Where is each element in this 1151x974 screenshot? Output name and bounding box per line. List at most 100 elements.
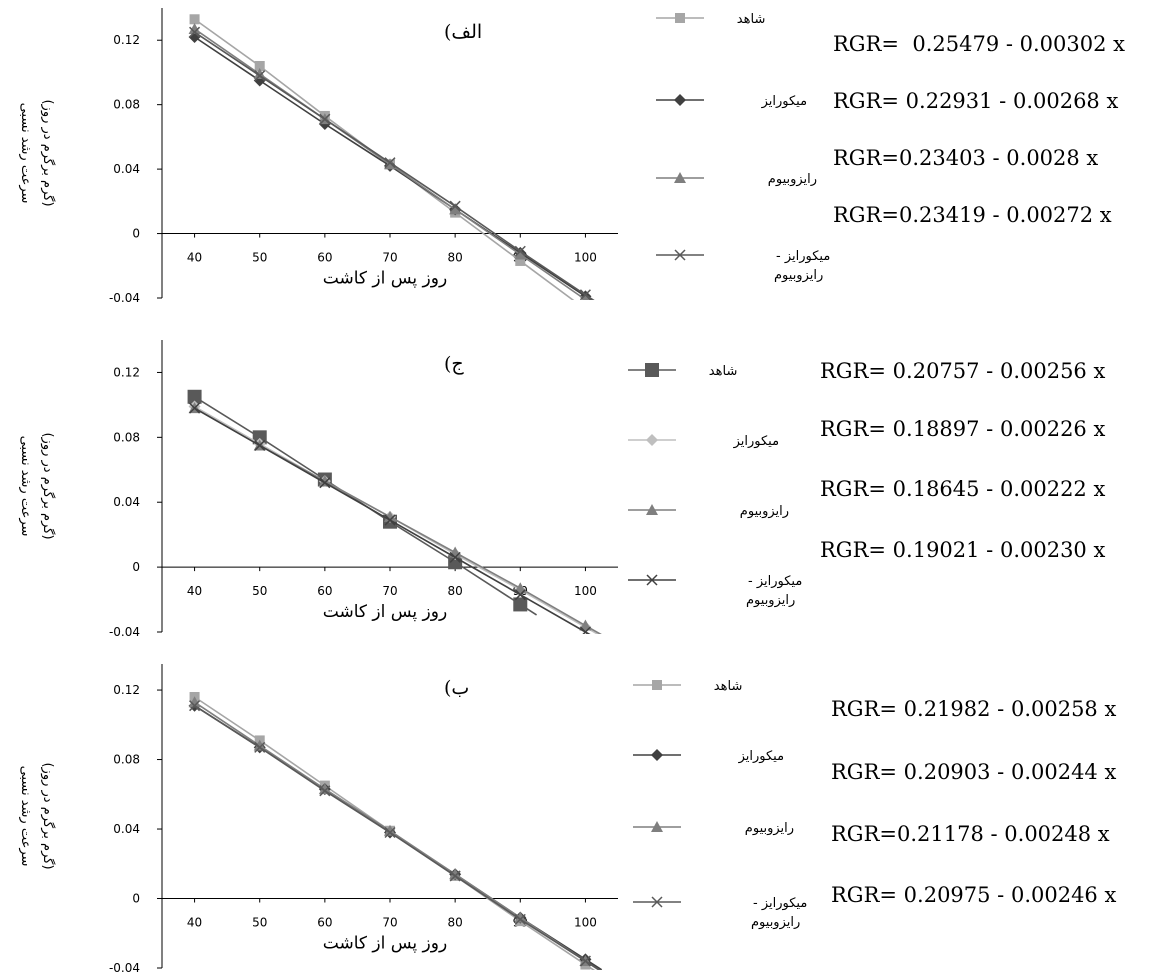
data-point [384,157,396,169]
series-line [194,28,588,300]
regression-equation: RGR= 0.18645 - 0.00222 x [820,477,1106,501]
y-tick-label: 0.08 [113,430,140,444]
data-point [449,551,461,563]
data-point [188,696,201,708]
data-point [514,589,526,601]
x-tick-label: 60 [317,251,332,265]
y-tick-label: 0.12 [113,683,140,697]
legend-marker [675,13,685,23]
data-point [513,597,528,612]
data-point [514,911,527,923]
x-tick-label: 40 [187,251,202,265]
data-point [384,514,396,526]
y-tick-label: 0.04 [113,822,140,836]
y-axis-label: سرعت رشد نسبی [18,766,33,867]
data-point [254,70,266,82]
legend-item: شاهد [656,12,765,27]
regression-equation: RGR= 0.20757 - 0.00256 x [820,359,1106,383]
series-x [189,700,601,970]
data-point [579,619,592,631]
data-point [254,61,265,71]
x-tick-label: 70 [382,251,397,265]
data-point [449,870,461,882]
data-point [189,14,200,25]
legend-label: میکورایز - [748,574,802,589]
legend-item: رایزوبیوم [633,821,794,836]
data-point [384,824,396,836]
legend-label: میکورایز - [753,896,807,911]
y-axis-label: (گرم برگرم در روز) [40,99,56,206]
legend-marker [674,94,686,106]
legend-marker [674,249,686,261]
legend-label: میکورایز [761,94,807,109]
legend-item: شاهد [633,679,742,694]
data-point [189,700,201,712]
x-tick-label: 50 [252,584,267,598]
y-tick-label: 0.12 [113,33,140,47]
x-tick-label: 100 [574,584,597,598]
data-point [319,477,331,489]
data-point [188,22,201,34]
data-point [254,439,266,451]
legend-marker [646,574,658,586]
x-tick-label: 40 [187,916,202,930]
y-tick-label: 0 [132,892,140,906]
x-tick-label: 100 [574,251,597,265]
x-tick-label: 100 [574,916,597,930]
series-line [194,705,601,970]
legend-item: شاهد [628,363,737,379]
x-tick-label: 50 [252,251,267,265]
data-point [514,248,527,260]
y-tick-label: 0.08 [113,98,140,112]
legend-item: میکورایز [628,434,779,449]
data-point [187,389,202,404]
x-tick-label: 70 [382,916,397,930]
regression-equation: RGR=0.21178 - 0.00248 x [831,822,1110,846]
y-tick-label: 0.08 [113,753,140,767]
data-point [189,402,201,414]
data-point [449,868,462,880]
series-line [194,31,595,300]
legend-marker [651,821,663,832]
legend-item: میکورایز [633,749,784,764]
y-tick-label: 0.04 [113,495,140,509]
regression-equation: RGR=0.23403 - 0.0028 x [833,146,1099,170]
series-line [194,407,591,634]
regression-equation: RGR= 0.25479 - 0.00302 x [833,32,1125,56]
legend-label: رایزوبیوم [740,504,789,519]
panel-label: (ب [444,677,469,699]
x-tick-label: 40 [187,584,202,598]
y-tick-label: 0 [132,560,140,574]
y-tick-label: -0.04 [109,291,140,305]
regression-equation: RGR= 0.22931 - 0.00268 x [833,89,1119,113]
data-point [449,203,462,215]
legend-item: میکورایز - رایزوبیوم [628,574,802,608]
series-triangle [188,696,601,970]
data-point [581,293,589,300]
legend-label: میکورایز [738,749,784,764]
y-tick-label: -0.04 [109,625,140,639]
legend-label: رایزوبیوم [745,821,794,836]
y-tick-label: 0.12 [113,365,140,379]
y-axis-label: (گرم برگرم در روز) [40,762,56,869]
legend-marker [652,680,662,690]
legend-label: شاهد [709,364,738,379]
series-x [189,26,595,300]
legend-label: رایزوبیوم [768,172,817,187]
y-tick-label: 0 [132,227,140,241]
regression-equation: RGR= 0.21982 - 0.00258 x [831,697,1117,721]
legend-label: میکورایز [733,434,779,449]
legend-marker [651,749,663,761]
legend-item: میکورایز - رایزوبیوم [633,896,807,930]
y-tick-label: 0.04 [113,162,140,176]
legend-label: رایزوبیوم [746,593,795,608]
y-axis-label: (گرم برگرم در روز) [40,432,56,539]
data-point [514,245,526,257]
legend-marker [646,504,658,515]
data-point [319,113,331,125]
regression-equation: RGR= 0.20903 - 0.00244 x [831,760,1117,784]
data-point [580,304,590,314]
